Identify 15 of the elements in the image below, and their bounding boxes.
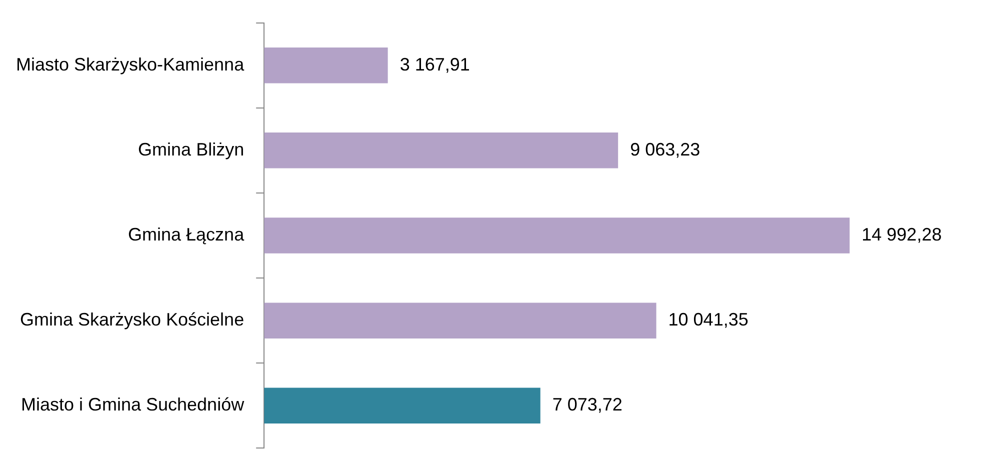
bar bbox=[264, 47, 388, 84]
data-label: 10 041,35 bbox=[668, 310, 748, 330]
bar bbox=[264, 132, 618, 168]
y-tick-label: Gmina Łączna bbox=[128, 224, 246, 244]
y-tick-label: Gmina Bliżyn bbox=[138, 139, 244, 160]
bar bbox=[264, 388, 540, 424]
bar bbox=[264, 302, 656, 338]
y-tick-label: Gmina Skarżysko Kościelne bbox=[20, 310, 244, 330]
data-label: 14 992,28 bbox=[862, 224, 942, 244]
data-label: 3 167,91 bbox=[400, 54, 470, 74]
data-label: 7 073,72 bbox=[552, 394, 622, 415]
data-label: 9 063,23 bbox=[630, 139, 700, 160]
y-tick-label: Miasto Skarżysko-Kamienna bbox=[16, 54, 246, 74]
y-tick-label: Miasto i Gmina Suchedniów bbox=[20, 394, 246, 415]
bar bbox=[264, 218, 850, 254]
